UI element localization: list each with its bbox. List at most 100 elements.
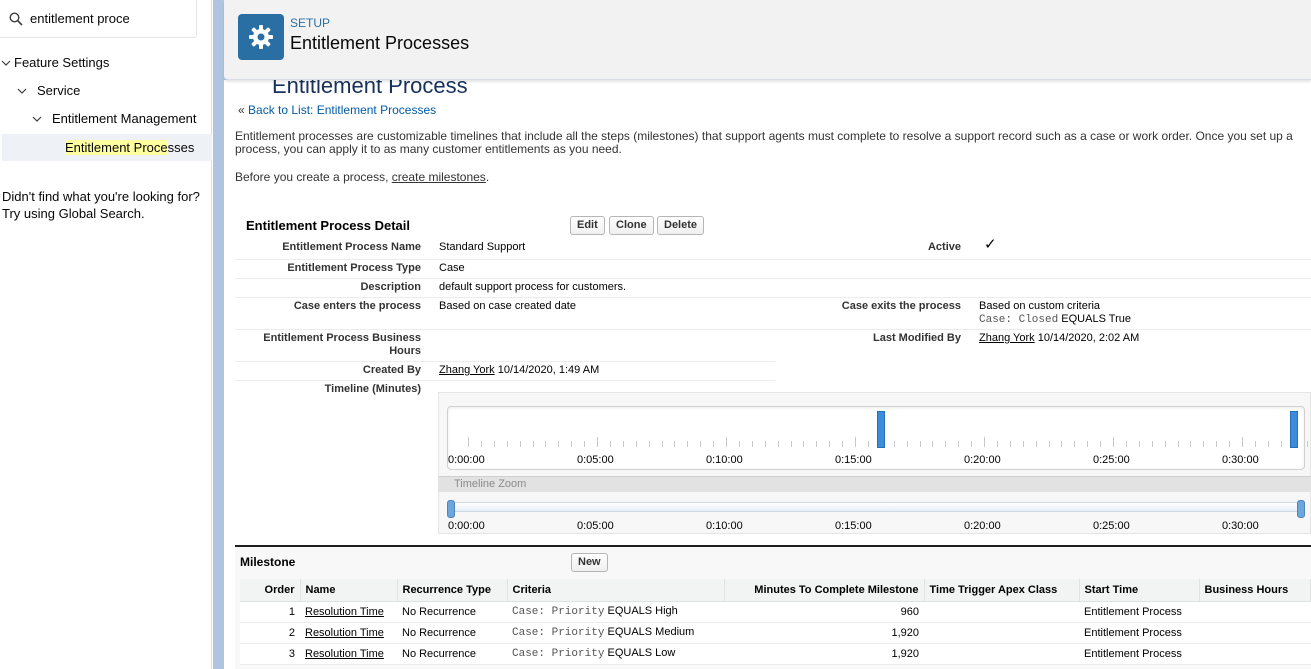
zoom-left-handle[interactable]: [447, 500, 455, 518]
timeline-milestone-marker[interactable]: [876, 411, 885, 448]
timeline-tick: [906, 441, 908, 447]
row-divider: [235, 361, 775, 362]
timeline-tick: [919, 441, 921, 447]
milestone-section-title: Milestone: [240, 555, 296, 569]
field-label: Case enters the process: [293, 300, 421, 312]
timeline-tick: [803, 441, 805, 447]
timeline-tick: [661, 441, 663, 447]
cell-name: Resolution Time: [300, 622, 397, 644]
process-name-value: Standard Support: [439, 241, 526, 253]
back-to-list-link[interactable]: « Back to List: Entitlement Processes: [238, 103, 436, 117]
milestone-name-link[interactable]: Resolution Time: [305, 647, 384, 660]
table-row: 3 Resolution Time No Recurrence Case: Prior…: [240, 643, 1311, 665]
timeline-tick: [855, 437, 856, 447]
exits-criteria: Case: Closed EQUALS True: [979, 313, 1131, 327]
milestone-section: Milestone New Order Name Recurrence Type…: [235, 545, 1311, 669]
timeline-tick: [790, 441, 792, 447]
timeline-zoom-track[interactable]: [449, 502, 1302, 512]
col-header-minutes[interactable]: Minutes To Complete Milestone: [724, 579, 925, 602]
criteria-field: Case: Priority: [512, 627, 605, 639]
created-date: 10/14/2020, 1:49 AM: [497, 364, 600, 376]
timeline-tick: [816, 441, 818, 447]
timeline-tick: [1100, 441, 1102, 447]
tree-item-entitlement-management[interactable]: Entitlement Management: [31, 111, 197, 126]
timeline-tick: [893, 441, 895, 447]
timeline-tick: [468, 437, 469, 447]
cell-start-time: Entitlement Process: [1079, 622, 1199, 644]
case-exits-value: Based on custom criteria Case: Closed EQ…: [979, 300, 1131, 327]
back-link-text: Back to List: Entitlement Processes: [248, 103, 437, 117]
col-header-recurrence[interactable]: Recurrence Type: [397, 579, 508, 602]
timeline-label: 0:30:00: [1222, 454, 1259, 466]
timeline-tick: [1280, 441, 1282, 447]
case-enters-value: Based on case created date: [439, 300, 576, 312]
col-header-order[interactable]: Order: [240, 579, 301, 602]
timeline-tick: [1203, 441, 1205, 447]
edit-button[interactable]: Edit: [570, 216, 605, 235]
col-header-apex-class[interactable]: Time Trigger Apex Class: [924, 579, 1080, 602]
field-label: Entitlement Process Name: [282, 241, 421, 253]
timeline-milestone-marker[interactable]: [1289, 411, 1298, 448]
zoom-timeline-label: 0:05:00: [577, 520, 614, 532]
criteria-field: Case: Priority: [512, 606, 605, 618]
description-value: default support process for customers.: [439, 281, 627, 293]
cell-order: 1: [240, 601, 300, 623]
cell-name: Resolution Time: [300, 601, 397, 623]
timeline-tick: [480, 441, 482, 447]
label-line: Entitlement Process Business: [263, 332, 421, 344]
timeline-tick: [842, 441, 844, 447]
timeline-band[interactable]: [447, 406, 1308, 470]
criteria-operator: EQUALS Low: [607, 647, 676, 659]
tree-item-entitlement-processes[interactable]: Entitlement Processes: [2, 134, 212, 161]
timeline-tick: [984, 437, 985, 447]
col-header-criteria[interactable]: Criteria: [507, 579, 725, 602]
cell-criteria: Case: Priority EQUALS Low: [507, 643, 724, 665]
timeline-tick: [738, 441, 740, 447]
process-type-value: Case: [439, 262, 465, 274]
page-content: Entitlement Process « Back to List: Enti…: [224, 80, 1311, 669]
created-user-link[interactable]: Zhang York: [439, 364, 495, 376]
create-milestones-hint: Before you create a process, create mile…: [235, 170, 489, 184]
create-milestones-link[interactable]: create milestones: [391, 170, 486, 184]
timeline-label: 0:00:00: [448, 454, 485, 466]
zoom-right-handle[interactable]: [1297, 500, 1305, 518]
timeline-tick: [687, 441, 689, 447]
cell-start-time: Entitlement Process: [1079, 643, 1199, 665]
tree-item-feature-settings[interactable]: Feature Settings: [0, 55, 109, 70]
new-milestone-button[interactable]: New: [571, 553, 608, 572]
timeline-tick: [597, 437, 598, 447]
tree-item-service[interactable]: Service: [16, 83, 80, 98]
timeline-widget: Timeline Zoom 0:00:00 0:00:00 0:05:00 0:05:…: [438, 392, 1311, 534]
timeline-tick: [1138, 441, 1140, 447]
timeline-tick: [635, 441, 637, 447]
timeline-tick: [1151, 441, 1153, 447]
chevron-down-icon: [31, 113, 43, 125]
modified-user-link[interactable]: Zhang York: [979, 332, 1035, 344]
setup-breadcrumb: SETUP: [290, 16, 331, 30]
col-header-business-hours[interactable]: Business Hours: [1199, 579, 1311, 602]
timeline-tick: [558, 441, 560, 447]
timeline-tick: [1087, 441, 1089, 447]
row-divider: [235, 380, 775, 381]
zoom-label: Timeline Zoom: [454, 478, 527, 490]
timeline-tick: [764, 441, 766, 447]
timeline-tick: [1125, 441, 1127, 447]
quick-find-input[interactable]: [30, 11, 190, 26]
col-header-start-time[interactable]: Start Time: [1079, 579, 1200, 602]
cell-minutes: 1,920: [724, 622, 924, 644]
cell-business-hours: [1199, 601, 1311, 623]
field-label: Created By: [362, 364, 421, 376]
field-label: Active: [927, 241, 961, 253]
milestone-name-link[interactable]: Resolution Time: [305, 626, 384, 639]
timeline-label: 0:10:00: [706, 454, 743, 466]
cell-recurrence: No Recurrence: [397, 601, 507, 623]
delete-button[interactable]: Delete: [657, 216, 705, 235]
search-icon: [9, 11, 23, 26]
criteria-field: Case: Priority: [512, 648, 605, 660]
clone-button[interactable]: Clone: [609, 216, 654, 235]
milestone-name-link[interactable]: Resolution Time: [305, 605, 384, 618]
criteria-field: Case: Closed: [979, 314, 1059, 326]
timeline-tick: [1074, 441, 1076, 447]
label-line: Hours: [389, 345, 421, 357]
col-header-name[interactable]: Name: [300, 579, 398, 602]
